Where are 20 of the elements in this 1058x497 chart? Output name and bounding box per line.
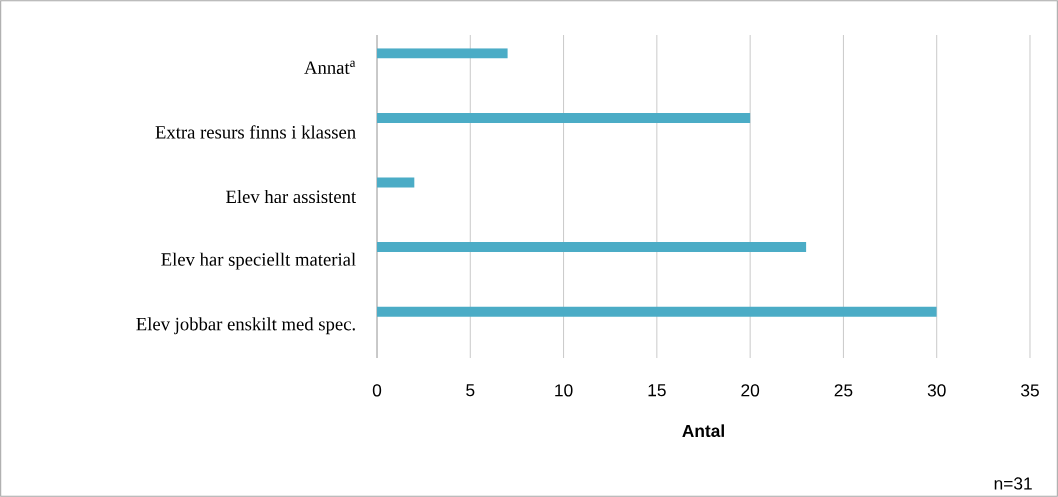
y-tick-label: Annat$^{a}$ (304, 60, 356, 74)
y-tick-label: Elev har speciellt material (161, 252, 356, 270)
x-tick-label: 25 (834, 384, 853, 397)
bar (377, 306, 937, 317)
bar (377, 177, 415, 188)
x-axis-title: Antal (682, 424, 724, 438)
bar (377, 112, 751, 123)
x-tick-label: 15 (648, 384, 666, 397)
y-tick-label: Elev jobbar enskilt med spec. (136, 317, 355, 335)
x-tick-label: 35 (1021, 384, 1039, 397)
x-tick-label: 30 (927, 384, 946, 397)
x-tick-label: 10 (555, 384, 573, 397)
x-tick-label: 5 (466, 384, 475, 397)
text: n=31 (994, 477, 1032, 490)
y-tick-label: Elev har assistent (226, 189, 357, 204)
x-tick-label: 0 (372, 384, 382, 397)
x-tick-label: 20 (741, 384, 760, 397)
bar (377, 242, 807, 253)
y-tick-label: Extra resurs finns i klassen (155, 125, 356, 139)
bar (377, 48, 508, 59)
